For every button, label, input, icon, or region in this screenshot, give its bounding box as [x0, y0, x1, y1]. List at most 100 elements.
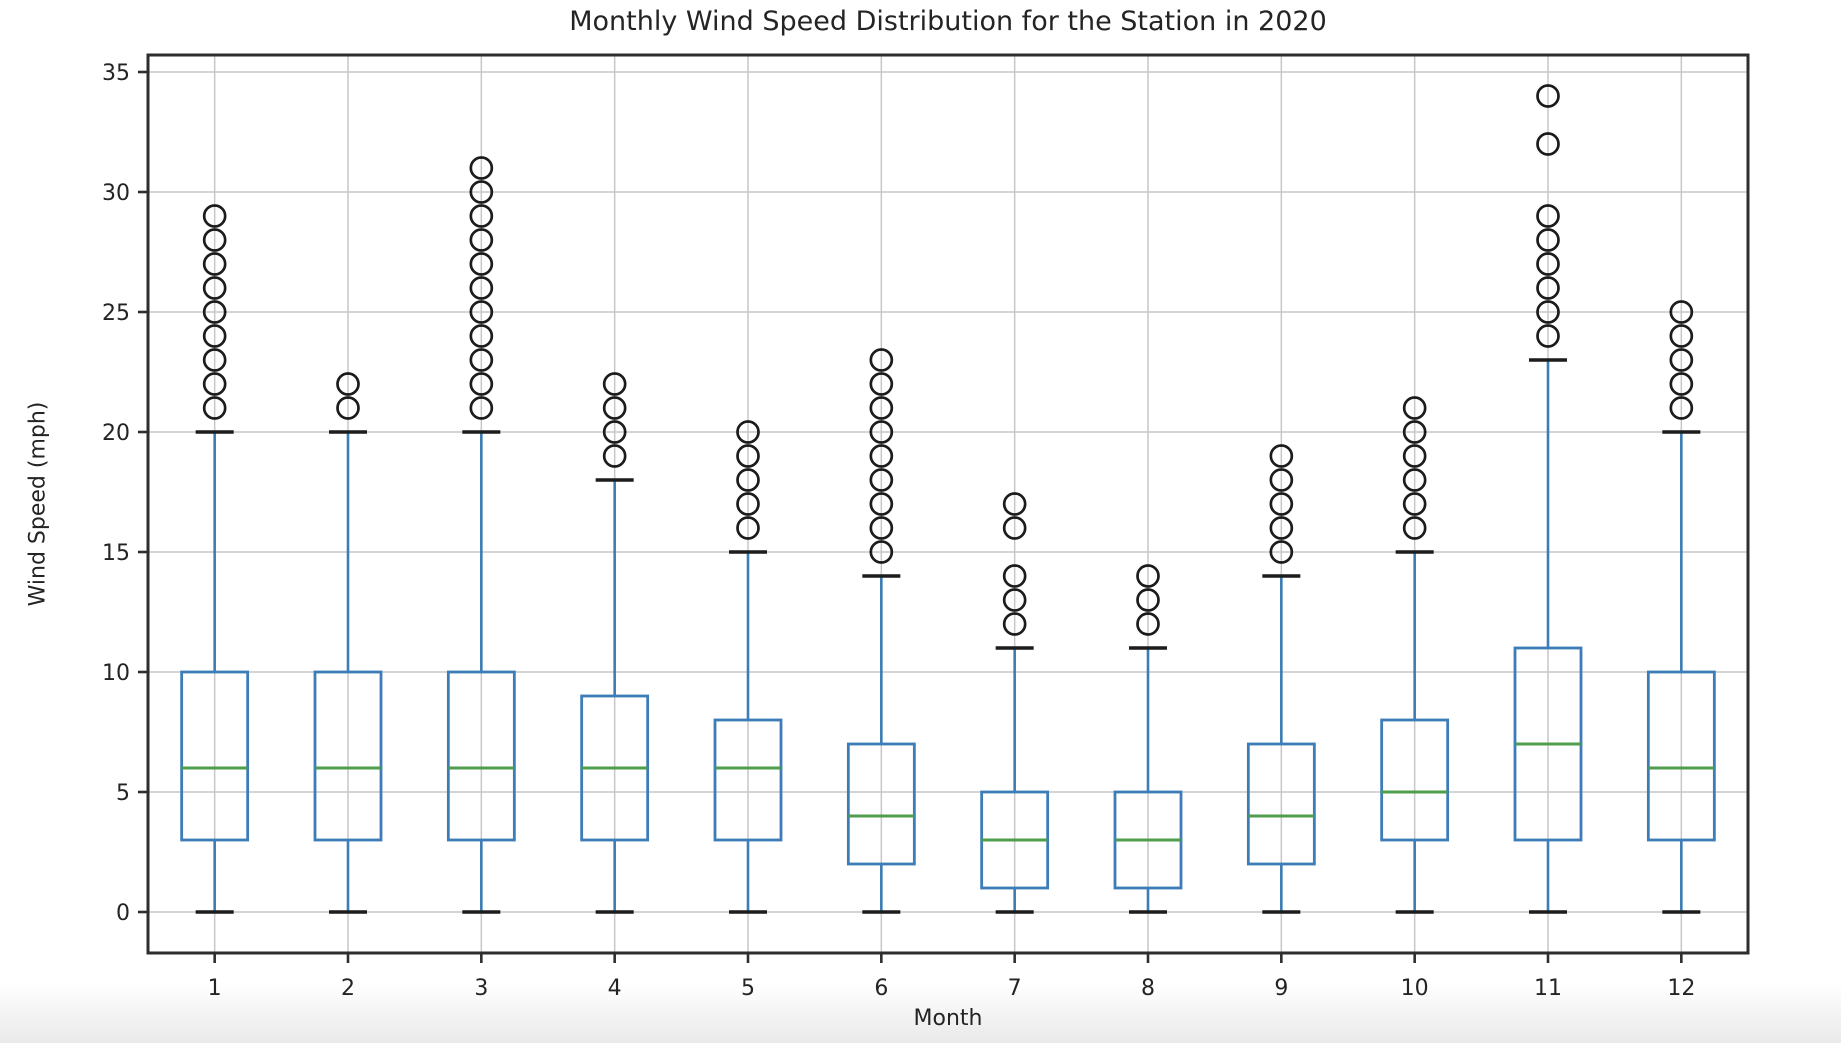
- outlier-point-month-6: [869, 492, 894, 516]
- outlier-point-month-3: [469, 252, 494, 276]
- x-tick-label: 11: [1534, 976, 1562, 1001]
- outlier-point-month-4: [602, 396, 627, 420]
- outlier-point-month-9: [1269, 516, 1294, 540]
- outlier-point-month-9: [1269, 444, 1294, 468]
- y-tick-label: 15: [102, 541, 130, 566]
- outlier-point-month-12: [1669, 324, 1694, 348]
- outlier-point-month-12: [1669, 300, 1694, 324]
- y-axis-label: Wind Speed (mph): [25, 401, 51, 607]
- y-tick-label: 25: [102, 301, 130, 326]
- outlier-point-month-6: [869, 468, 894, 492]
- outlier-point-month-3: [469, 324, 494, 348]
- outlier-point-month-1: [202, 204, 227, 228]
- outlier-point-month-11: [1536, 84, 1560, 108]
- plot-border: [146, 53, 1750, 955]
- x-tick-label: 2: [341, 976, 355, 1001]
- outlier-point-month-3: [469, 204, 494, 228]
- x-tick-label: 4: [608, 976, 622, 1001]
- outlier-point-month-6: [869, 396, 894, 420]
- outlier-point-month-1: [202, 324, 227, 348]
- outlier-point-month-5: [736, 420, 760, 444]
- x-tick-label: 9: [1274, 976, 1288, 1001]
- outlier-point-month-1: [202, 276, 227, 300]
- outlier-point-month-7: [1002, 612, 1027, 636]
- outlier-point-month-10: [1402, 396, 1427, 420]
- outlier-point-month-11: [1536, 276, 1560, 300]
- outlier-point-month-10: [1402, 516, 1427, 540]
- outlier-point-month-11: [1536, 252, 1560, 276]
- outlier-point-month-3: [469, 228, 494, 252]
- outlier-point-month-4: [602, 420, 627, 444]
- outlier-point-month-7: [1002, 564, 1027, 588]
- outlier-point-month-3: [469, 396, 494, 420]
- y-tick-label: 30: [102, 181, 130, 206]
- outlier-point-month-5: [736, 444, 760, 468]
- box-month-3: [446, 670, 516, 842]
- outlier-point-month-12: [1669, 372, 1694, 396]
- x-tick-label: 8: [1141, 976, 1155, 1001]
- outlier-point-month-5: [736, 516, 760, 540]
- outlier-point-month-7: [1002, 516, 1027, 540]
- y-tick-label: 5: [116, 781, 130, 806]
- x-axis-label: Month: [913, 1006, 983, 1031]
- x-tick-label: 1: [208, 976, 222, 1001]
- outlier-point-month-11: [1536, 228, 1560, 252]
- outlier-point-month-10: [1402, 420, 1427, 444]
- y-tick-label: 10: [102, 661, 130, 686]
- box-month-6: [846, 742, 916, 866]
- outlier-point-month-4: [602, 444, 627, 468]
- chart-title: Monthly Wind Speed Distribution for the …: [569, 6, 1327, 37]
- outlier-point-month-5: [736, 492, 760, 516]
- bottom-fade: [0, 983, 1841, 1043]
- outlier-point-month-10: [1402, 444, 1427, 468]
- box-month-1: [180, 670, 250, 842]
- x-tick-label: 3: [474, 976, 488, 1001]
- outlier-point-month-6: [869, 540, 894, 564]
- outlier-point-month-1: [202, 372, 227, 396]
- box-month-5: [713, 718, 783, 842]
- outlier-point-month-1: [202, 348, 227, 372]
- outlier-point-month-6: [869, 516, 894, 540]
- outlier-point-month-3: [469, 348, 494, 372]
- outlier-point-month-8: [1136, 564, 1160, 588]
- outlier-point-month-1: [202, 252, 227, 276]
- outlier-point-month-7: [1002, 588, 1027, 612]
- outlier-point-month-3: [469, 372, 494, 396]
- outlier-point-month-6: [869, 420, 894, 444]
- outlier-point-month-8: [1136, 612, 1160, 636]
- outlier-point-month-2: [336, 372, 360, 396]
- outlier-point-month-12: [1669, 396, 1694, 420]
- box-month-2: [313, 670, 383, 842]
- x-tick-label: 10: [1401, 976, 1429, 1001]
- x-tick-label: 6: [874, 976, 888, 1001]
- outlier-point-month-3: [469, 156, 494, 180]
- y-tick-label: 0: [116, 901, 130, 926]
- outlier-point-month-11: [1536, 324, 1560, 348]
- outlier-point-month-8: [1136, 588, 1160, 612]
- outlier-point-month-6: [869, 348, 894, 372]
- outlier-point-month-12: [1669, 348, 1694, 372]
- outlier-point-month-11: [1536, 204, 1560, 228]
- outlier-point-month-11: [1536, 300, 1560, 324]
- y-tick-label: 35: [102, 61, 130, 86]
- x-tick-label: 12: [1667, 976, 1695, 1001]
- outlier-point-month-5: [736, 468, 760, 492]
- x-tick-label: 5: [741, 976, 755, 1001]
- outlier-point-month-3: [469, 180, 494, 204]
- outlier-point-month-3: [469, 276, 494, 300]
- outlier-point-month-9: [1269, 492, 1294, 516]
- outlier-point-month-10: [1402, 468, 1427, 492]
- box-month-10: [1380, 718, 1450, 842]
- outlier-point-month-6: [869, 444, 894, 468]
- box-month-12: [1646, 670, 1716, 842]
- outlier-point-month-9: [1269, 540, 1294, 564]
- outlier-point-month-1: [202, 228, 227, 252]
- outlier-point-month-1: [202, 396, 227, 420]
- y-tick-label: 20: [102, 421, 130, 446]
- outlier-point-month-1: [202, 300, 227, 324]
- outlier-point-month-2: [336, 396, 360, 420]
- box-month-9: [1246, 742, 1316, 866]
- outlier-point-month-6: [869, 372, 894, 396]
